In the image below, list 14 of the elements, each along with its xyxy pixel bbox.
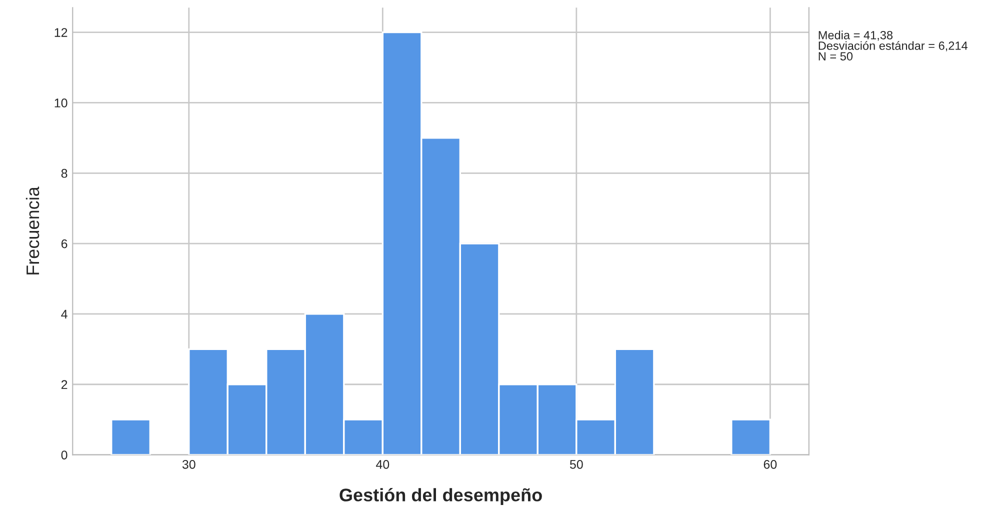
y-tick-label: 6 — [61, 239, 68, 248]
text: Media = 41,38 Desviación estándar = 6,214 N = 50 — [818, 30, 968, 60]
y-axis-title: Frecuencia — [26, 186, 40, 274]
y-tick-label: 10 — [54, 98, 68, 108]
x-tick-label: 60 — [764, 460, 777, 469]
y-tick-label: 0 — [61, 450, 68, 460]
y-tick-label: 2 — [61, 380, 68, 389]
x-tick-label: 40 — [376, 460, 390, 469]
x-tick-label: 50 — [570, 460, 583, 469]
y-tick-label: 4 — [61, 310, 68, 318]
x-axis-title: Gestión del desempeño — [340, 488, 542, 505]
x-tick-label: 30 — [182, 460, 196, 469]
y-tick-label: 12 — [54, 28, 68, 37]
y-tick-label: 8 — [61, 168, 68, 178]
